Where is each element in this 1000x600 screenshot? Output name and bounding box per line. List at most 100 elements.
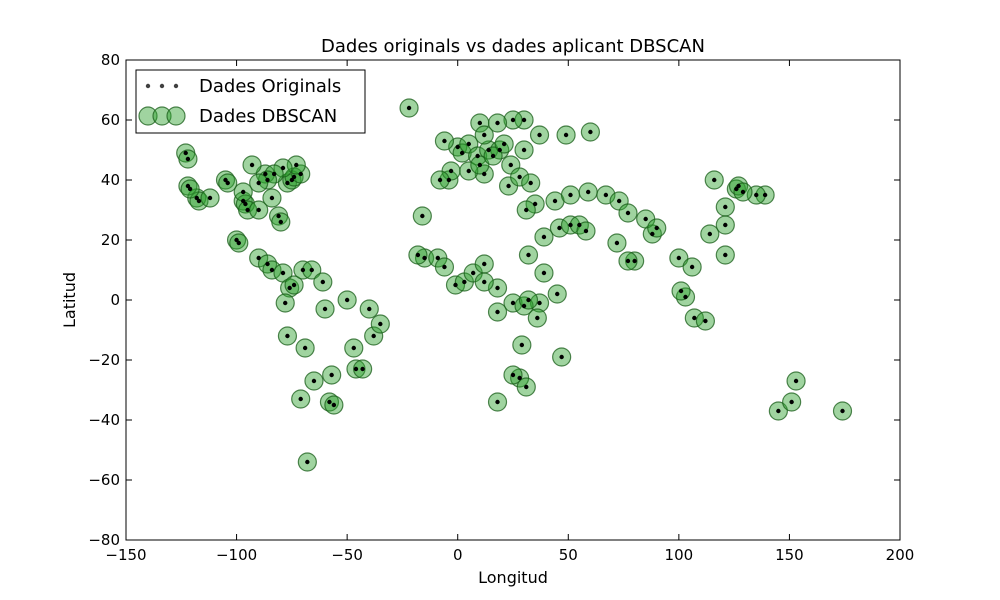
original-point <box>563 132 569 138</box>
original-point <box>707 231 713 237</box>
y-tick-label: 60 <box>101 111 120 129</box>
original-point <box>183 150 188 156</box>
original-point <box>241 189 246 195</box>
legend: Dades Originals Dades DBSCAN <box>135 69 366 134</box>
original-point <box>559 354 564 360</box>
original-point <box>448 168 454 174</box>
original-point <box>234 237 239 243</box>
original-point <box>302 345 308 351</box>
legend-dbscan-marker <box>138 106 186 126</box>
original-point <box>442 138 447 144</box>
original-point <box>495 285 500 291</box>
original-point <box>625 258 631 264</box>
original-point <box>723 252 728 258</box>
data-marks <box>176 98 853 472</box>
original-point <box>406 105 412 111</box>
original-point <box>537 300 542 306</box>
original-point <box>269 195 275 201</box>
original-point <box>526 297 531 303</box>
x-tick-label: 50 <box>559 546 578 564</box>
original-point <box>351 345 356 351</box>
original-point <box>614 240 620 246</box>
original-point <box>521 147 527 153</box>
legend-dbscan-circle <box>166 106 186 126</box>
original-point <box>298 171 303 177</box>
legend-label-dbscan: Dades DBSCAN <box>199 106 337 127</box>
original-point <box>541 270 547 276</box>
original-point <box>585 189 591 195</box>
original-point <box>736 183 741 189</box>
original-point <box>278 219 283 225</box>
original-point <box>762 192 768 198</box>
original-point <box>477 120 483 126</box>
original-point <box>632 258 637 264</box>
original-point <box>535 315 540 321</box>
y-tick-label: −20 <box>88 351 120 369</box>
original-point <box>495 399 500 405</box>
original-point <box>378 321 383 327</box>
original-point <box>353 366 359 372</box>
original-point <box>470 270 476 276</box>
original-point <box>703 318 708 324</box>
y-tick-label: 20 <box>101 231 120 249</box>
original-point <box>568 192 573 198</box>
original-point <box>490 153 496 159</box>
original-point <box>283 300 288 306</box>
original-point <box>678 288 684 294</box>
original-point <box>495 309 500 315</box>
original-point <box>320 279 326 285</box>
original-point <box>453 282 458 288</box>
original-point <box>265 177 270 183</box>
original-point <box>236 240 241 246</box>
original-point <box>577 222 582 228</box>
original-point <box>196 198 202 204</box>
y-tick-label: 80 <box>101 51 120 69</box>
original-point <box>776 408 781 414</box>
legend-originals-marker <box>145 83 179 89</box>
original-point <box>185 183 191 189</box>
y-tick-label: 40 <box>101 171 120 189</box>
original-point <box>194 195 199 201</box>
original-point <box>446 177 452 183</box>
original-point <box>344 297 350 303</box>
original-point <box>462 279 467 285</box>
original-point <box>521 303 527 309</box>
original-point <box>285 180 290 186</box>
original-point <box>683 294 688 300</box>
original-point <box>840 408 845 414</box>
original-point <box>289 177 295 183</box>
original-point <box>524 207 529 213</box>
original-point <box>437 177 443 183</box>
original-point <box>245 207 250 213</box>
original-point <box>616 198 622 204</box>
original-point <box>187 186 193 192</box>
legend-box <box>135 69 366 134</box>
original-point <box>510 117 516 123</box>
original-point <box>442 264 447 270</box>
original-point <box>294 162 299 168</box>
original-point <box>497 147 502 153</box>
original-point <box>734 186 739 192</box>
original-point <box>526 252 531 258</box>
x-tick-label: 200 <box>886 546 915 564</box>
original-point <box>508 162 513 168</box>
original-point <box>555 291 560 297</box>
legend-label-originals: Dades Originals <box>199 76 341 97</box>
original-point <box>225 180 230 186</box>
original-point <box>263 171 268 177</box>
original-point <box>740 189 746 195</box>
original-point <box>482 261 487 267</box>
original-point <box>537 132 542 138</box>
y-axis-ticks: 80 60 40 20 0 −20 −40 −60 −80 <box>88 51 900 549</box>
x-tick-label: −50 <box>331 546 363 564</box>
original-point <box>692 315 697 321</box>
original-point <box>311 378 317 384</box>
original-point <box>754 192 759 198</box>
original-point <box>482 279 487 285</box>
original-point <box>243 201 248 207</box>
original-point <box>466 141 471 147</box>
original-point <box>689 264 695 270</box>
original-point <box>276 213 281 219</box>
original-point <box>723 204 728 210</box>
legend-originals-dot <box>159 83 165 89</box>
